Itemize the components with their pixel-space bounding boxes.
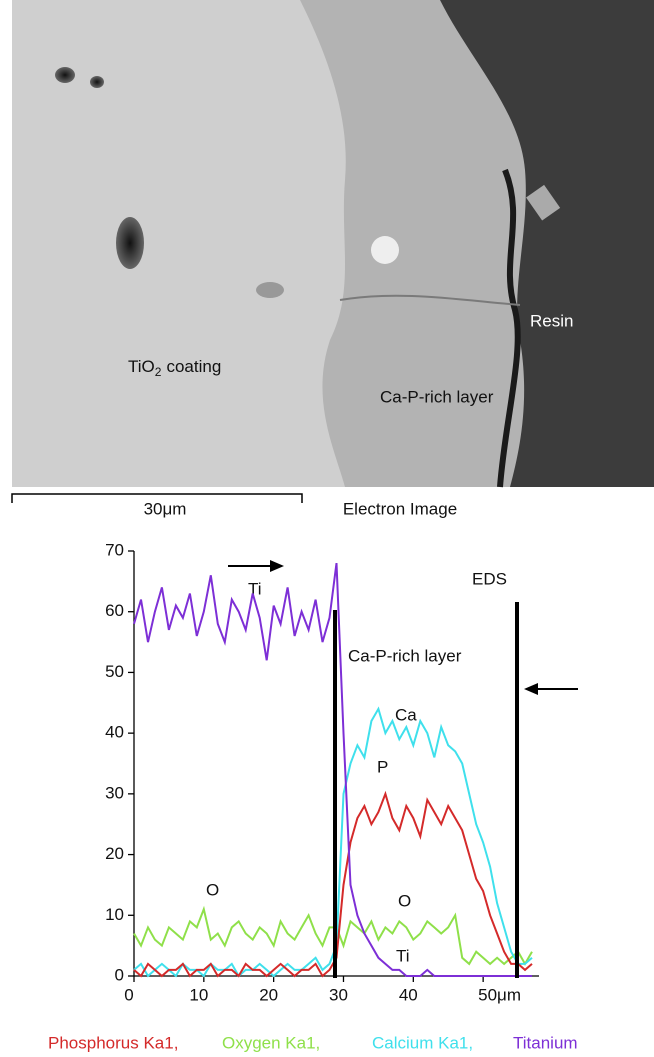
arrow-head xyxy=(270,560,284,572)
x-tick-label: 40 xyxy=(399,985,418,1004)
legend-label: Titanium xyxy=(513,1033,578,1052)
x-tick-label: 30 xyxy=(329,985,348,1004)
annotation: O xyxy=(206,880,219,899)
annotation: Ca-P-rich layer xyxy=(348,646,462,665)
series-line xyxy=(133,562,532,977)
y-tick-label: 0 xyxy=(115,965,124,984)
resin-label: Resin xyxy=(530,311,573,330)
annotation: Ti xyxy=(248,579,262,598)
coating-label: TiO2 coating xyxy=(128,357,221,379)
annotation: Ca xyxy=(395,705,417,724)
scale-label: 30μm xyxy=(144,499,187,518)
electron-image: TiO2 coating Ca-P-rich layer Resin xyxy=(12,0,654,488)
legend-label: Oxygen Ka1, xyxy=(222,1033,320,1052)
y-tick-label: 60 xyxy=(105,601,124,620)
y-tick-label: 50 xyxy=(105,662,124,681)
y-tick-label: 30 xyxy=(105,783,124,802)
y-tick-label: 10 xyxy=(105,905,124,924)
annotation: O xyxy=(398,891,411,910)
annotation: Ti xyxy=(396,946,410,965)
legend-label: Calcium Ka1, xyxy=(372,1033,473,1052)
scale-bar xyxy=(11,493,303,503)
annotations: Ti EDS Ca-P-rich layer Ca P O O Ti xyxy=(206,560,578,965)
plot: 0 10 20 30 40 50 60 70 0 10 20 30 40 50μm xyxy=(105,540,539,1004)
y-tick-label: 40 xyxy=(105,723,124,742)
x-tick-label: 0 xyxy=(124,985,133,1004)
y-tick-label: 70 xyxy=(105,540,124,559)
x-tick-label: 20 xyxy=(259,985,278,1004)
x-tick-label: 50μm xyxy=(478,985,521,1004)
annotation: P xyxy=(377,757,388,776)
layer-label: Ca-P-rich layer xyxy=(380,387,494,406)
arrow-head xyxy=(524,683,538,695)
legend-label: Phosphorus Ka1, xyxy=(48,1033,178,1052)
x-tick-label: 10 xyxy=(189,985,208,1004)
y-tick-label: 20 xyxy=(105,844,124,863)
caption: Electron Image xyxy=(343,499,457,518)
annotation: EDS xyxy=(472,569,507,588)
